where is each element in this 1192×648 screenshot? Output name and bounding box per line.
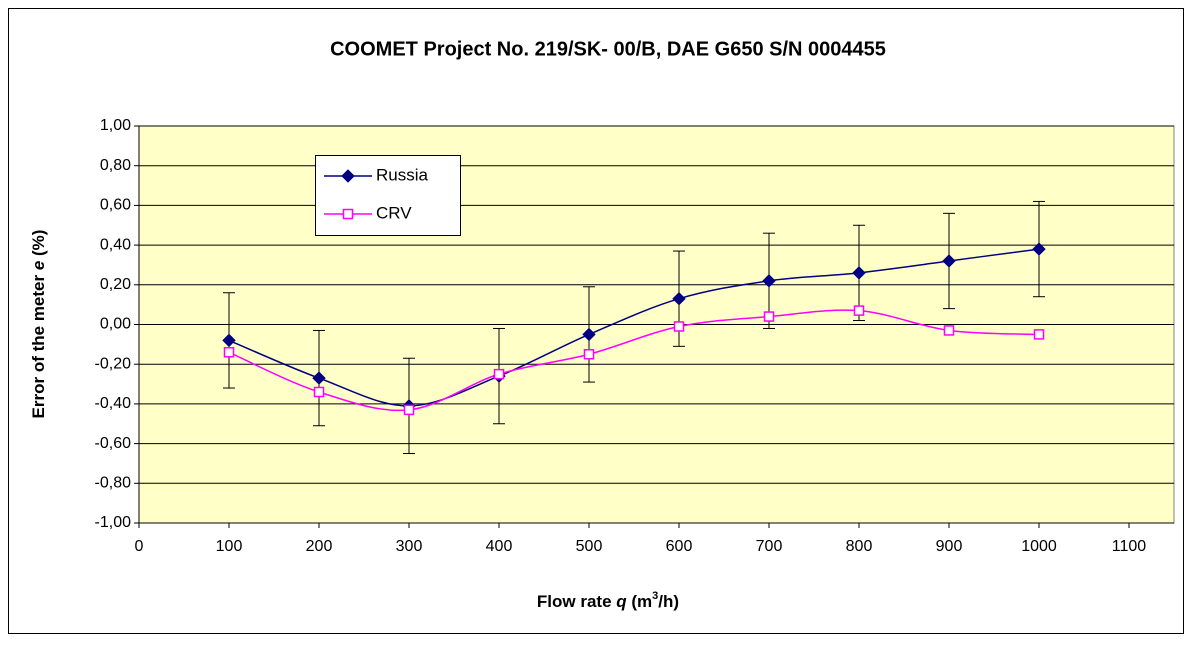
x-label-part: q [616,592,627,611]
y-tick-label: -1,00 [95,514,132,531]
x-tick-label: 1100 [1112,538,1147,555]
x-tick-label: 700 [756,538,783,555]
legend-label: Russia [376,165,429,184]
marker [1032,242,1046,256]
y-tick-label: 0,00 [100,316,131,333]
x-tick-label: 400 [486,538,513,555]
marker [763,311,775,322]
y-tick-label: 0,80 [100,157,131,174]
x-tick-label: 300 [396,538,423,555]
marker [853,305,865,316]
y-tick-label: -0,60 [95,435,132,452]
marker [223,347,235,358]
marker [942,254,956,268]
marker [672,291,686,306]
x-tick-label: 200 [306,538,333,555]
legend: Russia CRV [315,155,461,236]
series-line [228,309,1040,412]
y-axis-label: Error of the meter e (%) [29,230,48,419]
y-tick-label: -0,20 [95,355,132,372]
marker [762,274,776,288]
y-label-part: (%) [29,230,48,261]
x-tick-label: 800 [846,538,873,555]
x-tick-label: 600 [666,538,693,555]
x-label-part: 3 [652,590,658,602]
marker [1033,329,1045,340]
y-tick-label: 0,60 [100,197,131,214]
marker [852,266,866,280]
x-tick-label: 1000 [1021,538,1057,555]
y-label-part: Error of the meter [29,270,48,418]
x-tick-label: 500 [576,538,603,555]
legend-marker [341,169,355,183]
y-tick-label: 1,00 [100,117,131,134]
x-label-part: Flow rate [537,592,616,611]
series-line [228,248,1040,407]
marker [403,404,415,416]
y-tick-label: 0,20 [100,276,131,293]
x-axis-label: Flow rate q (m3/h) [537,590,679,612]
legend-box [315,155,461,236]
chart-title: COOMET Project No. 219/SK- 00/B, DAE G65… [330,38,886,60]
marker [943,325,955,336]
x-label-part: (m [627,592,653,611]
x-tick-label: 900 [936,538,963,555]
x-tick-label: 0 [135,538,144,555]
marker [313,386,325,398]
y-tick-label: -0,80 [95,475,132,492]
marker [673,321,685,332]
marker [312,371,326,385]
x-label-part: /h) [658,592,679,611]
legend-marker [342,208,354,220]
y-label-part: e [29,261,48,270]
marker [222,333,236,348]
marker [583,349,595,360]
marker [493,368,505,380]
marker [582,327,596,342]
legend-label: CRV [376,203,412,222]
x-tick-label: 100 [216,538,243,555]
y-tick-label: 0,40 [100,236,131,253]
y-tick-label: -0,40 [95,395,132,412]
